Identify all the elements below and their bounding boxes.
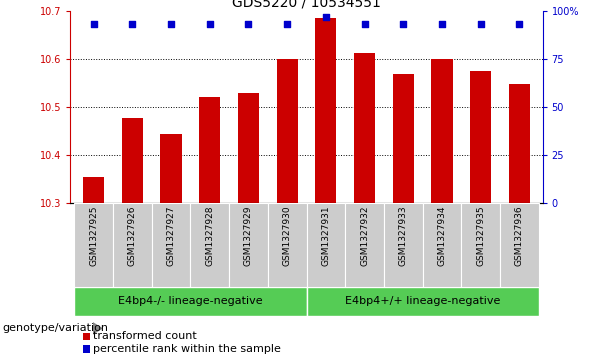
Bar	[306, 203, 345, 287]
Bar	[83, 177, 104, 203]
Bar	[83, 333, 90, 340]
Text: E4bp4+/+ lineage-negative: E4bp4+/+ lineage-negative	[345, 296, 500, 306]
Point	[514, 21, 524, 27]
Bar	[74, 287, 306, 316]
Bar	[509, 84, 530, 203]
Point	[398, 21, 408, 27]
Text: transformed count: transformed count	[93, 331, 197, 341]
Text: percentile rank within the sample: percentile rank within the sample	[93, 344, 281, 354]
Text: genotype/variation: genotype/variation	[2, 323, 108, 333]
Bar	[422, 203, 461, 287]
Text: GSM1327931: GSM1327931	[321, 206, 330, 266]
Bar	[199, 97, 221, 203]
Bar	[152, 203, 191, 287]
Bar	[306, 287, 539, 316]
Bar	[268, 203, 306, 287]
Bar	[229, 203, 268, 287]
Text: GSM1327925: GSM1327925	[89, 206, 98, 266]
Bar	[354, 53, 375, 203]
Bar	[384, 203, 422, 287]
Text: GSM1327932: GSM1327932	[360, 206, 369, 266]
Text: GSM1327935: GSM1327935	[476, 206, 485, 266]
Bar	[392, 74, 414, 203]
Text: GSM1327929: GSM1327929	[244, 206, 253, 266]
Bar	[238, 93, 259, 203]
Title: GDS5220 / 10534551: GDS5220 / 10534551	[232, 0, 381, 10]
Bar	[276, 59, 298, 203]
Point	[243, 21, 253, 27]
Bar	[113, 203, 152, 287]
Bar	[74, 203, 113, 287]
Bar	[161, 134, 181, 203]
Bar	[191, 203, 229, 287]
Bar	[315, 18, 337, 203]
Text: GSM1327930: GSM1327930	[283, 206, 292, 266]
Text: E4bp4-/- lineage-negative: E4bp4-/- lineage-negative	[118, 296, 263, 306]
Point	[89, 21, 99, 27]
Text: GSM1327934: GSM1327934	[438, 206, 446, 266]
Bar	[345, 203, 384, 287]
Polygon shape	[93, 322, 103, 335]
Point	[437, 21, 447, 27]
Point	[360, 21, 370, 27]
Point	[282, 21, 292, 27]
Point	[166, 21, 176, 27]
Text: GSM1327933: GSM1327933	[398, 206, 408, 266]
Bar	[83, 345, 90, 352]
Bar	[470, 71, 491, 203]
Text: GSM1327926: GSM1327926	[128, 206, 137, 266]
Point	[476, 21, 485, 27]
Point	[321, 14, 331, 20]
Bar	[500, 203, 539, 287]
Bar	[122, 118, 143, 203]
Text: GSM1327928: GSM1327928	[205, 206, 215, 266]
Text: GSM1327927: GSM1327927	[167, 206, 175, 266]
Bar	[461, 203, 500, 287]
Text: GSM1327936: GSM1327936	[515, 206, 524, 266]
Point	[128, 21, 137, 27]
Bar	[432, 59, 452, 203]
Point	[205, 21, 215, 27]
